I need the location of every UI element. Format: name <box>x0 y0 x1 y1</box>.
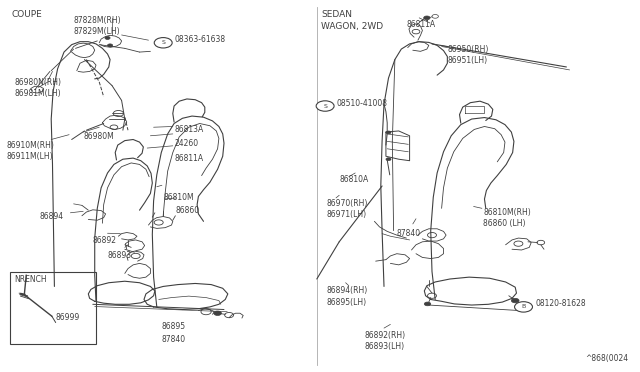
Circle shape <box>386 131 391 134</box>
Circle shape <box>424 16 430 20</box>
Text: 86811A: 86811A <box>174 154 204 163</box>
Text: S: S <box>161 40 165 45</box>
Text: 86810M: 86810M <box>163 193 194 202</box>
Text: 08510-41008: 08510-41008 <box>337 99 388 108</box>
Bar <box>10 272 96 344</box>
Text: 86892: 86892 <box>93 236 116 245</box>
Text: 86894: 86894 <box>40 212 64 221</box>
Text: 86811A: 86811A <box>406 20 436 29</box>
Text: 86950(RH)
86951(LH): 86950(RH) 86951(LH) <box>448 45 490 65</box>
Text: 86980M: 86980M <box>83 132 114 141</box>
Text: ^868(0024: ^868(0024 <box>586 354 628 363</box>
Text: 24260: 24260 <box>174 140 198 148</box>
Circle shape <box>108 44 113 47</box>
Circle shape <box>511 298 519 303</box>
Circle shape <box>105 36 110 39</box>
Text: 86813A: 86813A <box>174 125 204 134</box>
Text: SEDAN
WAGON, 2WD: SEDAN WAGON, 2WD <box>321 10 383 31</box>
Circle shape <box>386 158 391 161</box>
Text: 86860: 86860 <box>176 206 200 215</box>
Text: S: S <box>323 103 327 109</box>
Circle shape <box>515 302 532 312</box>
Text: 86810M(RH)
86860 (LH): 86810M(RH) 86860 (LH) <box>483 208 531 228</box>
Text: 08120-81628: 08120-81628 <box>535 299 586 308</box>
Text: 87840: 87840 <box>397 229 421 238</box>
Text: 86980N(RH)
86981M(LH): 86980N(RH) 86981M(LH) <box>14 78 61 98</box>
Text: 86892(RH)
86893(LH): 86892(RH) 86893(LH) <box>365 331 406 351</box>
Text: 86910M(RH)
86911M(LH): 86910M(RH) 86911M(LH) <box>6 141 54 161</box>
Circle shape <box>424 302 431 306</box>
Text: 86810A: 86810A <box>339 175 369 184</box>
Text: NRENCH: NRENCH <box>15 275 47 284</box>
Text: 86895: 86895 <box>161 322 186 331</box>
Circle shape <box>316 101 334 111</box>
Text: 86893: 86893 <box>108 251 132 260</box>
Text: 86894(RH)
86895(LH): 86894(RH) 86895(LH) <box>326 286 367 307</box>
Text: 08363-61638: 08363-61638 <box>175 35 226 44</box>
Text: 86970(RH)
86971(LH): 86970(RH) 86971(LH) <box>326 199 368 219</box>
Circle shape <box>154 38 172 48</box>
Circle shape <box>214 311 221 315</box>
Text: COUPE: COUPE <box>12 10 42 19</box>
Text: 86999: 86999 <box>56 313 80 322</box>
Text: 87828M(RH)
87829M(LH): 87828M(RH) 87829M(LH) <box>74 16 121 36</box>
Text: B: B <box>522 304 525 310</box>
Text: 87840: 87840 <box>161 335 186 344</box>
